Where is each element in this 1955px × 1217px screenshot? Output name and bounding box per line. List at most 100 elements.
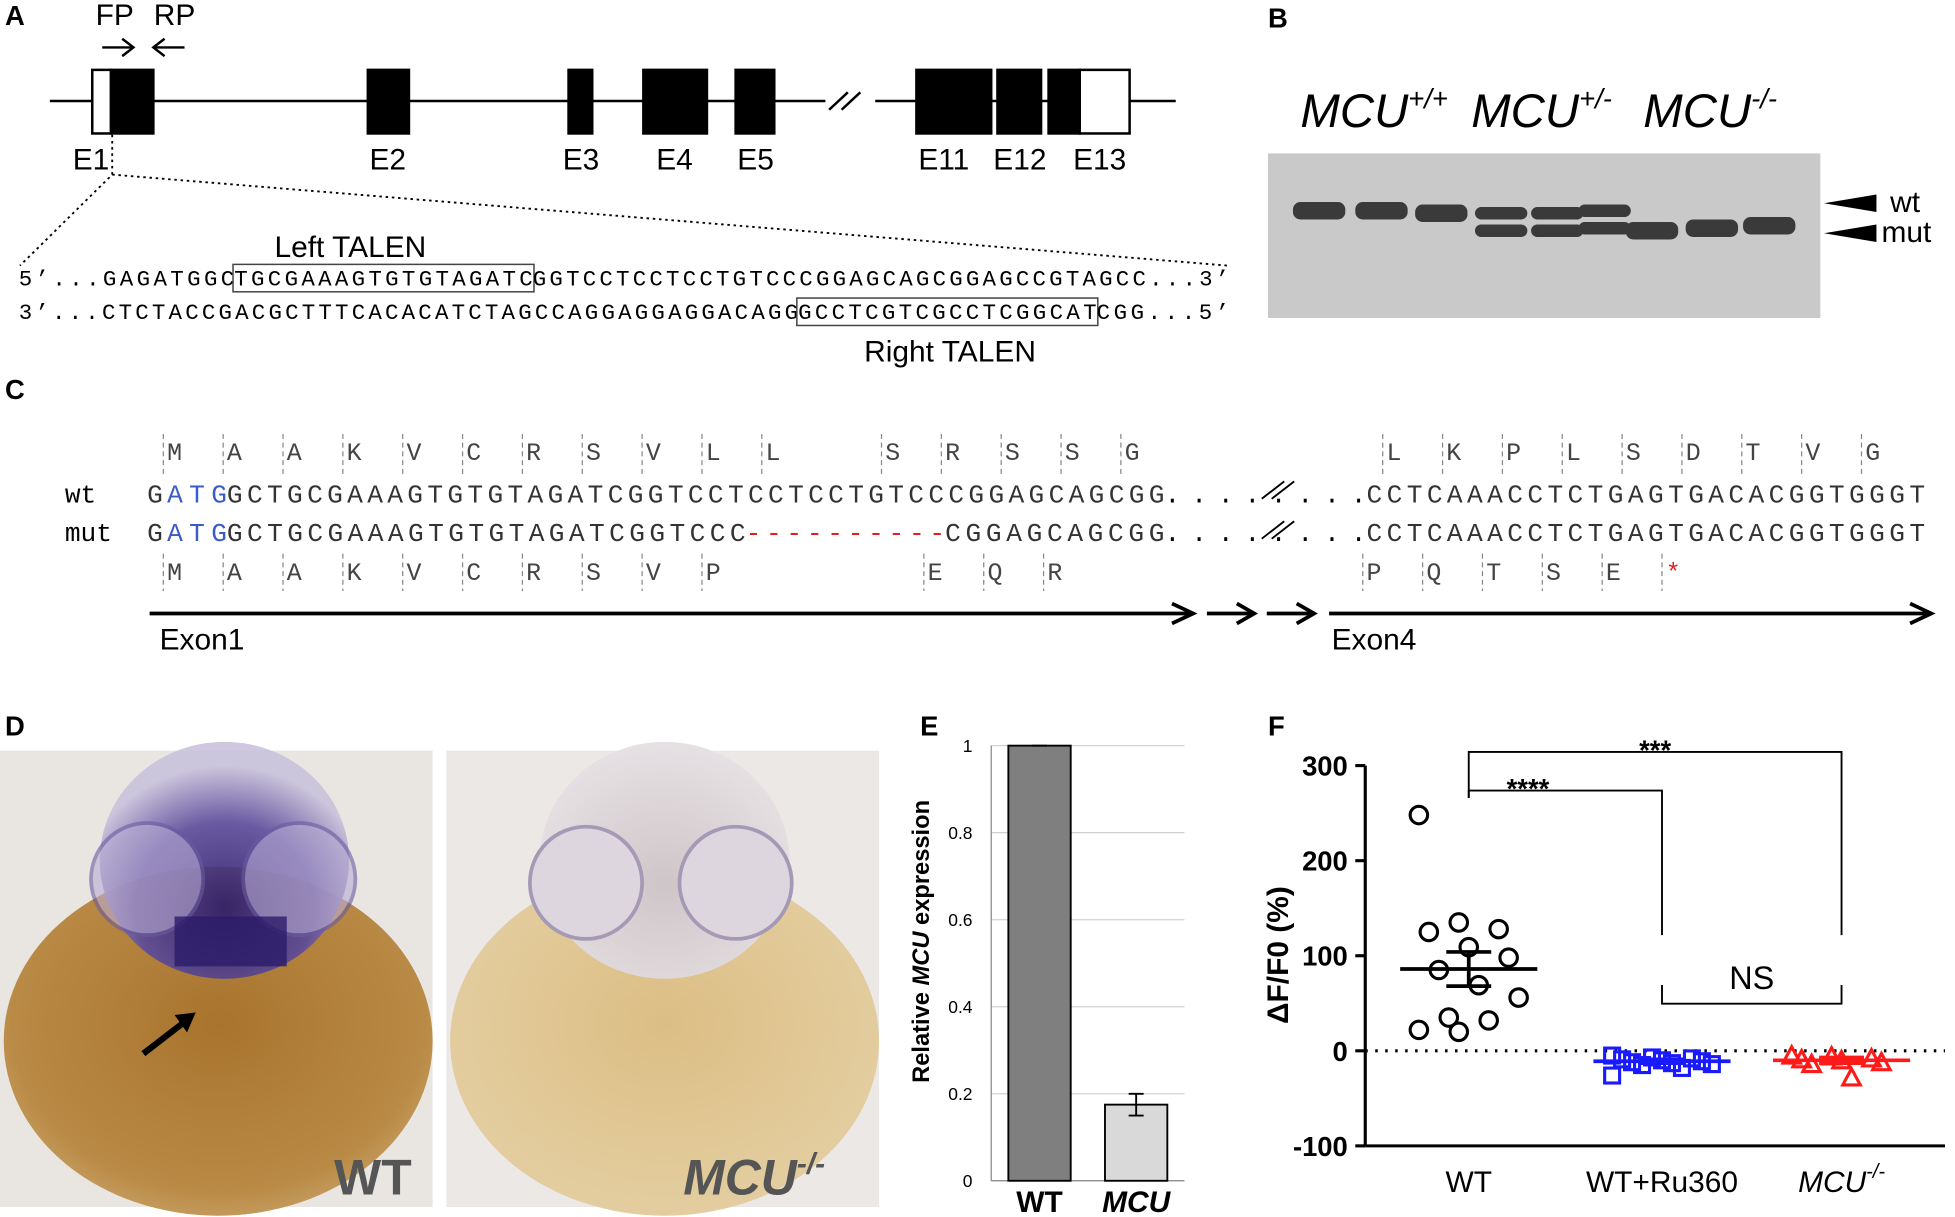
- band: [1355, 202, 1408, 220]
- genotype-label: MCU-/-: [1643, 83, 1777, 138]
- sem-bar: [1639, 1057, 1685, 1066]
- amino-acid: S: [1546, 560, 1561, 588]
- point: [1613, 1050, 1632, 1069]
- amino-acid: V: [1805, 440, 1820, 468]
- amino-acid: C: [466, 560, 481, 588]
- exon-label: Exon4: [1332, 624, 1417, 657]
- bar: [1104, 1103, 1169, 1182]
- amino-acid: M: [167, 560, 182, 588]
- marker-arrow: [1824, 224, 1877, 242]
- gap-dots: ....: [1165, 481, 1261, 511]
- zoom-lines: [19, 134, 1229, 267]
- panel-label: B: [1268, 2, 1288, 33]
- genotype-label-sup: +/+: [1408, 83, 1448, 114]
- stain: [174, 916, 287, 967]
- genotype-label: MCU+/+: [1300, 83, 1447, 138]
- y-tick-label: 0.2: [948, 1084, 972, 1104]
- exon: [734, 68, 776, 135]
- band: [1625, 221, 1679, 240]
- sequence: GCCTCGTCGCCTCGGCAT: [798, 300, 1096, 326]
- significance-label: ****: [1507, 773, 1550, 804]
- y-tick-label: 0.6: [948, 910, 972, 930]
- panel-label: E: [920, 711, 938, 742]
- y-axis-label-part: expression: [909, 800, 935, 932]
- amino-acid: R: [526, 560, 541, 588]
- y-tick-label: -100: [1293, 1131, 1348, 1162]
- exon-label: E12: [993, 144, 1046, 177]
- amino-acid: L: [1386, 440, 1401, 468]
- arrow: [141, 1017, 189, 1057]
- exon-label: E2: [369, 144, 406, 177]
- arrow-head: [121, 37, 136, 58]
- break-mark: [840, 91, 862, 111]
- sequence: ----------: [746, 519, 945, 549]
- amino-acid: S: [1065, 440, 1080, 468]
- gap-dots: ....: [1271, 481, 1367, 511]
- exon: [567, 68, 594, 135]
- amino-acid: R: [945, 440, 960, 468]
- amino-acid: G: [1125, 440, 1140, 468]
- amino-acid: S: [885, 440, 900, 468]
- amino-acid: L: [1566, 440, 1581, 468]
- amino-acid: G: [1865, 440, 1880, 468]
- amino-acid: L: [706, 440, 721, 468]
- amino-acid: R: [526, 440, 541, 468]
- band: [1578, 221, 1631, 235]
- utr: [1078, 68, 1131, 135]
- primer-label: RP: [154, 0, 196, 32]
- y-tick-label: 1: [963, 736, 973, 756]
- point: [1800, 1052, 1823, 1074]
- point: [1408, 804, 1430, 826]
- x-tick-label: MCU: [1102, 1186, 1172, 1217]
- eye: [89, 821, 206, 938]
- sequence: 5’...GAGATGGC: [19, 267, 235, 293]
- arrow-head: [174, 1012, 196, 1033]
- amino-acid: P: [1506, 440, 1521, 468]
- amino-acid: S: [1626, 440, 1641, 468]
- gene-diagram: [19, 37, 1229, 267]
- band: [1474, 224, 1528, 237]
- significance-label: NS: [1729, 960, 1774, 996]
- y-tick-label: 200: [1302, 846, 1348, 877]
- arrow-head: [151, 37, 166, 58]
- break-mark: [828, 91, 849, 111]
- panel-label: D: [5, 711, 25, 742]
- sequence: 3’...CTCTACCGACGCTTTCACACATCTAGCCAGGAGGA…: [19, 300, 798, 326]
- eye: [241, 821, 358, 938]
- sequence: G: [147, 519, 163, 549]
- gel: [1268, 153, 1877, 318]
- amino-acid: K: [1446, 440, 1461, 468]
- amino-acid: *: [1666, 560, 1681, 588]
- point: [1438, 1007, 1460, 1028]
- photo-label-sup: -/-: [797, 1148, 825, 1181]
- sem-bar: [1819, 1055, 1864, 1066]
- amino-acid: K: [347, 560, 362, 588]
- arrow-head: [1235, 601, 1259, 626]
- x-tick-label-sup: -/-: [1866, 1161, 1885, 1183]
- talen-label: Left TALEN: [274, 231, 426, 264]
- amino-acid: L: [766, 440, 781, 468]
- amino-acid: T: [1746, 440, 1761, 468]
- point: [1448, 1021, 1470, 1043]
- genotype-label-sup: -/-: [1751, 83, 1777, 114]
- amino-acid: R: [1047, 560, 1062, 588]
- exon-label: E5: [737, 144, 774, 177]
- row-label: wt: [65, 481, 96, 511]
- point: [1448, 912, 1470, 933]
- exon-label: E3: [563, 144, 600, 177]
- amino-acid: S: [1005, 440, 1020, 468]
- panel-label: A: [5, 0, 25, 31]
- x-tick-label: WT+Ru360: [1586, 1166, 1738, 1199]
- x-tick-label: WT: [1016, 1186, 1063, 1217]
- exon: [996, 68, 1043, 135]
- genotype-label-base: MCU: [1471, 85, 1580, 138]
- band-label: wt: [1889, 186, 1921, 219]
- amino-acid: P: [706, 560, 721, 588]
- row-label: mut: [65, 519, 112, 549]
- arrow-head: [1909, 601, 1936, 626]
- amino-acid: E: [928, 560, 943, 588]
- exon: [109, 68, 155, 135]
- exon-label: E4: [656, 144, 693, 177]
- arrow-head: [1171, 601, 1198, 626]
- band: [1685, 219, 1739, 237]
